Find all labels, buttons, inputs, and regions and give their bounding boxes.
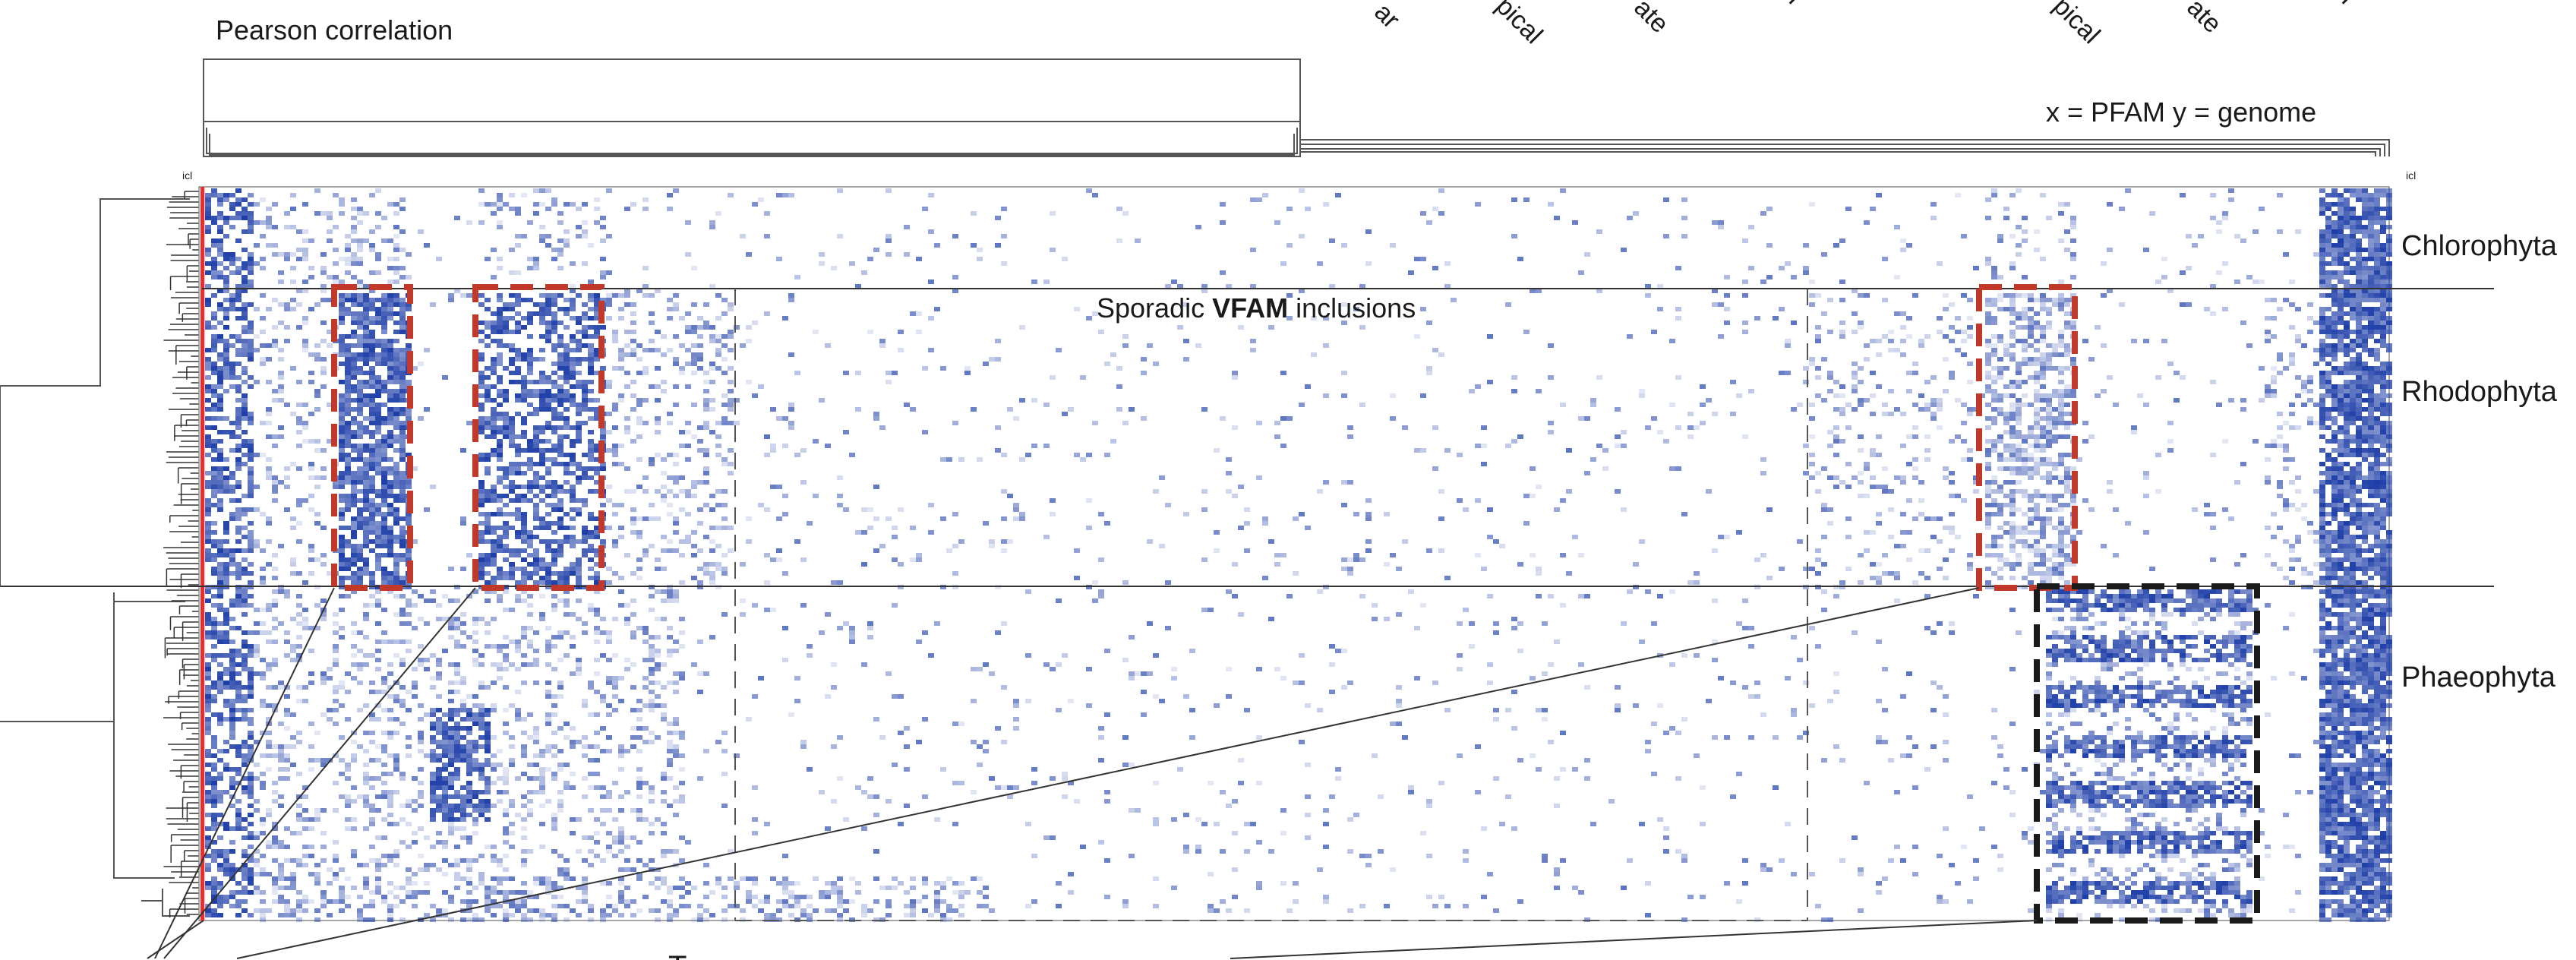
top-category-fragment-3: ate bbox=[1628, 0, 1674, 39]
row-dendrogram bbox=[0, 198, 190, 917]
highlight-box-1 bbox=[331, 284, 413, 591]
top-category-labels: ar pical ate l pical ate l bbox=[1368, 0, 2360, 49]
top-category-fragment-6: ate bbox=[2181, 0, 2227, 39]
chart-title: Pearson correlation bbox=[216, 14, 453, 46]
bottom-fragment: T bbox=[668, 950, 687, 960]
axis-note: x = PFAM y = genome bbox=[2046, 96, 2316, 128]
top-category-fragment-5: pical bbox=[2047, 0, 2105, 49]
highlight-box-2 bbox=[472, 284, 605, 591]
top-category-fragment-2: pical bbox=[1490, 0, 1548, 49]
annotation-tail: inclusions bbox=[1288, 292, 1416, 324]
top-category-fragment-1: ar bbox=[1368, 0, 1405, 34]
top-category-fragment-7: l bbox=[2336, 0, 2360, 10]
highlight-box-3 bbox=[1976, 284, 2078, 591]
group-label-chlorophyta: Chlorophyta bbox=[2401, 230, 2558, 262]
row-dendrogram-fine-branches bbox=[163, 191, 199, 917]
red-highlight-boxes bbox=[331, 284, 2078, 591]
top-category-fragment-4: l bbox=[1783, 0, 1807, 10]
dashed-guides bbox=[734, 289, 1808, 921]
tree-tip-mark-right: icl bbox=[2406, 169, 2416, 182]
sporadic-annotation: Sporadic VFAM inclusions bbox=[1097, 292, 1416, 324]
tree-tip-mark-left: icl bbox=[182, 169, 192, 182]
group-label-rhodophyta: Rhodophyta bbox=[2401, 376, 2558, 408]
column-dendrogram bbox=[203, 58, 2390, 157]
annotation-plain: Sporadic bbox=[1097, 292, 1212, 324]
phaeophyta-box bbox=[2034, 583, 2260, 924]
annotation-bold: VFAM bbox=[1212, 292, 1288, 324]
zoom-connectors bbox=[147, 587, 2038, 959]
left-tip-bar bbox=[200, 187, 204, 921]
group-label-phaeophyta: Phaeophyta bbox=[2401, 662, 2556, 693]
